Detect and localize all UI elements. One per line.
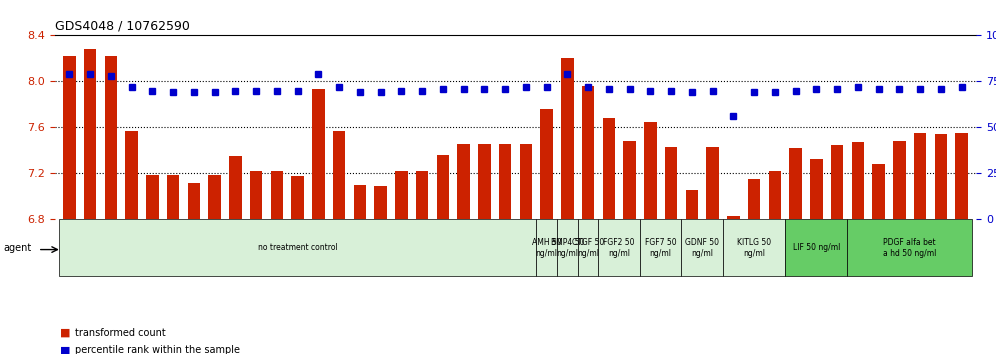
Bar [540, 109, 553, 354]
Bar [415, 171, 428, 354]
Bar [291, 176, 304, 354]
Bar [229, 156, 242, 354]
Text: ■: ■ [60, 346, 71, 354]
Bar [271, 171, 283, 354]
Bar [831, 145, 844, 354]
Text: LIF 50 ng/ml: LIF 50 ng/ml [793, 243, 840, 252]
FancyBboxPatch shape [536, 219, 557, 276]
FancyBboxPatch shape [723, 219, 785, 276]
Bar [105, 56, 118, 354]
Bar [354, 185, 366, 354]
Bar [706, 147, 719, 354]
FancyBboxPatch shape [599, 219, 639, 276]
Bar [893, 141, 905, 354]
Bar [333, 131, 346, 354]
Bar [374, 186, 386, 354]
FancyBboxPatch shape [557, 219, 578, 276]
Text: agent: agent [3, 243, 31, 253]
Bar [84, 49, 97, 354]
Bar [914, 133, 926, 354]
FancyBboxPatch shape [639, 219, 681, 276]
Bar [457, 143, 470, 354]
Bar [478, 143, 490, 354]
Bar [644, 122, 656, 354]
Bar [727, 216, 739, 354]
Bar [664, 147, 677, 354]
Bar [436, 155, 449, 354]
Text: CTGF 50
ng/ml: CTGF 50 ng/ml [572, 238, 605, 257]
Text: GDS4048 / 10762590: GDS4048 / 10762590 [55, 20, 189, 33]
Bar [623, 141, 635, 354]
Bar [582, 86, 595, 354]
Bar [685, 190, 698, 354]
Bar [208, 175, 221, 354]
Bar [167, 175, 179, 354]
Bar [125, 131, 137, 354]
Bar [250, 171, 262, 354]
Bar [769, 171, 781, 354]
Bar [955, 133, 968, 354]
FancyBboxPatch shape [578, 219, 599, 276]
Bar [810, 159, 823, 354]
Text: FGF2 50
ng/ml: FGF2 50 ng/ml [604, 238, 634, 257]
Bar [146, 175, 158, 354]
Text: percentile rank within the sample: percentile rank within the sample [75, 346, 240, 354]
Bar [499, 143, 511, 354]
Bar [561, 58, 574, 354]
Bar [63, 56, 76, 354]
Text: PDGF alfa bet
a hd 50 ng/ml: PDGF alfa bet a hd 50 ng/ml [883, 238, 936, 257]
Bar [790, 148, 802, 354]
Text: AMH 50
ng/ml: AMH 50 ng/ml [532, 238, 562, 257]
FancyBboxPatch shape [59, 219, 536, 276]
FancyBboxPatch shape [681, 219, 723, 276]
Text: KITLG 50
ng/ml: KITLG 50 ng/ml [737, 238, 771, 257]
Bar [395, 171, 407, 354]
Text: no treatment control: no treatment control [258, 243, 338, 252]
Bar [852, 142, 865, 354]
Text: transformed count: transformed count [75, 328, 165, 338]
Bar [934, 134, 947, 354]
Bar [872, 164, 884, 354]
Text: BMP4 50
ng/ml: BMP4 50 ng/ml [551, 238, 584, 257]
Bar [312, 90, 325, 354]
Bar [520, 143, 532, 354]
Text: GDNF 50
ng/ml: GDNF 50 ng/ml [685, 238, 719, 257]
Text: FGF7 50
ng/ml: FGF7 50 ng/ml [644, 238, 676, 257]
FancyBboxPatch shape [785, 219, 848, 276]
FancyBboxPatch shape [848, 219, 972, 276]
Bar [748, 179, 760, 354]
Bar [603, 118, 615, 354]
Text: ■: ■ [60, 328, 71, 338]
Bar [187, 183, 200, 354]
